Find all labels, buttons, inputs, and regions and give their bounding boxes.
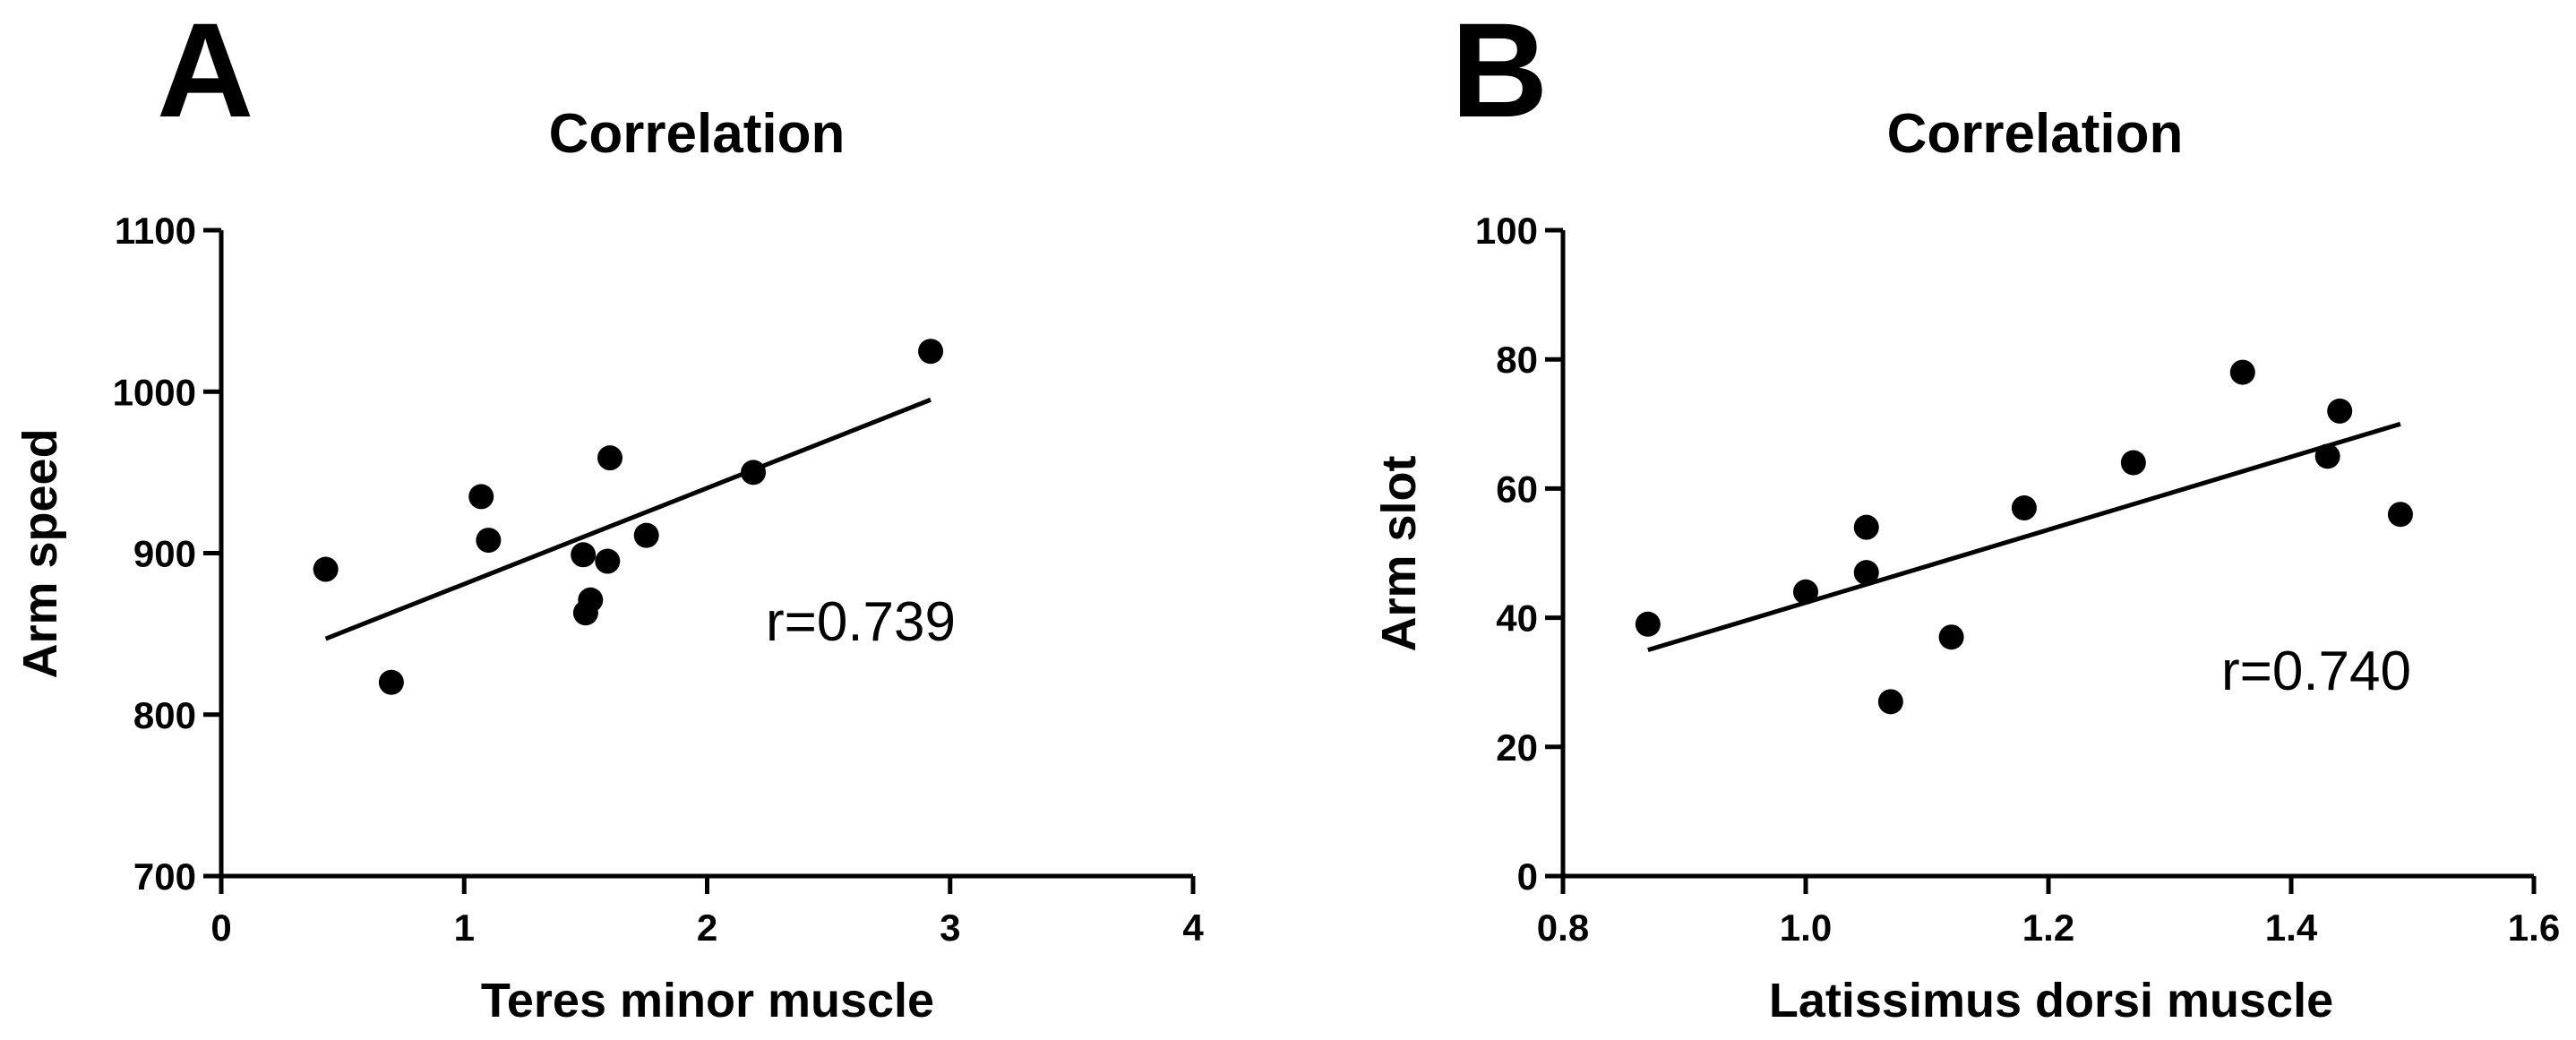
- y-tick-label: 1100: [115, 210, 196, 252]
- x-tick-label: 0.8: [1537, 907, 1589, 949]
- data-point: [1938, 624, 1964, 650]
- y-axis-label: Arm slot: [1372, 455, 1426, 651]
- y-ticks: 700 800 900 1000 1100: [113, 210, 221, 898]
- data-point: [2327, 398, 2353, 424]
- data-point: [918, 339, 944, 365]
- x-tick-label: 2: [697, 907, 717, 949]
- panel-letter: A: [157, 0, 253, 145]
- data-point: [378, 669, 404, 695]
- data-points: [313, 339, 944, 695]
- data-point: [578, 587, 604, 613]
- x-tick-label: 1: [454, 907, 475, 949]
- data-point: [468, 484, 494, 510]
- data-point: [2011, 495, 2037, 521]
- regression-line: [1647, 421, 2401, 653]
- regression-line: [324, 397, 932, 641]
- x-tick-label: 1.0: [1780, 907, 1832, 949]
- x-axis-label: Latissimus dorsi muscle: [1769, 974, 2333, 1027]
- data-point: [571, 542, 597, 568]
- x-ticks: 0.8 1.0 1.2 1.4 1.6: [1537, 876, 2560, 949]
- x-tick-label: 3: [940, 907, 960, 949]
- data-point: [1635, 611, 1661, 637]
- data-points: [1635, 359, 2413, 715]
- data-point: [2314, 443, 2340, 469]
- y-ticks: 0 20 40 60 80 100: [1475, 210, 1563, 898]
- correlation-annotation: r=0.739: [766, 591, 956, 653]
- x-tick-label: 4: [1182, 907, 1204, 949]
- chart-title: Correlation: [549, 103, 846, 165]
- x-ticks: 0 1 2 3 4: [210, 876, 1204, 949]
- data-point: [1853, 560, 1879, 586]
- panel-b: B Correlation 0 20 40 60 80 100 0.8 1.0 1.2 1.4 1…: [1372, 0, 2560, 1027]
- y-tick-label: 100: [1475, 210, 1538, 252]
- chart-title: Correlation: [1887, 103, 2184, 165]
- data-point: [1877, 689, 1903, 715]
- y-tick-label: 800: [133, 694, 196, 736]
- data-point: [1793, 579, 1818, 605]
- data-point: [476, 528, 502, 554]
- y-tick-label: 60: [1496, 468, 1538, 510]
- y-tick-label: 40: [1496, 597, 1538, 640]
- x-axis-label: Teres minor muscle: [481, 974, 934, 1027]
- x-tick-label: 1.6: [2508, 907, 2560, 949]
- data-point: [2387, 502, 2413, 528]
- data-point: [313, 556, 339, 582]
- data-point: [2229, 359, 2255, 385]
- x-tick-label: 1.2: [2022, 907, 2074, 949]
- data-point: [741, 460, 767, 486]
- x-tick-label: 0: [210, 907, 231, 949]
- y-tick-label: 900: [133, 533, 196, 575]
- data-point: [2120, 450, 2146, 476]
- x-tick-label: 1.4: [2265, 907, 2318, 949]
- y-tick-label: 20: [1496, 726, 1538, 769]
- data-point: [1853, 514, 1879, 540]
- y-tick-label: 0: [1517, 855, 1538, 898]
- y-axis-label: Arm speed: [13, 428, 67, 678]
- panel-letter: B: [1451, 0, 1548, 145]
- data-point: [633, 522, 659, 548]
- y-tick-label: 700: [133, 855, 196, 898]
- correlation-annotation: r=0.740: [2221, 640, 2411, 702]
- panel-a: A Correlation 700 800 900 1000 1100 0 1 2 3 4 Ar…: [13, 0, 1204, 1027]
- y-tick-label: 80: [1496, 339, 1538, 381]
- data-point: [595, 548, 621, 574]
- y-tick-label: 1000: [113, 371, 196, 413]
- data-point: [597, 445, 623, 471]
